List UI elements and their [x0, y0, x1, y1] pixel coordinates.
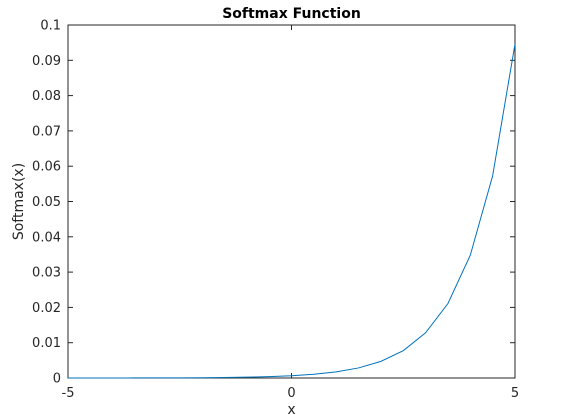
y-tick-label: 0.04	[32, 230, 61, 245]
series-line-0	[67, 43, 516, 379]
y-tick-label: 0.09	[32, 54, 61, 69]
x-axis-label: x	[287, 402, 295, 415]
y-tick-label: 0.03	[32, 266, 61, 281]
series-layer	[67, 43, 516, 379]
chart-title: Softmax Function	[222, 6, 361, 22]
y-tick-label: 0.06	[32, 160, 61, 175]
y-axis-label: Softmax(x)	[11, 163, 27, 240]
y-tick-label: 0.01	[32, 336, 61, 351]
x-tick-label: 0	[287, 386, 295, 401]
y-tick-label: 0.05	[32, 195, 61, 210]
y-tick-label: 0	[53, 372, 61, 387]
y-tick-label: 0.08	[32, 89, 61, 104]
y-tick-label: 0.1	[40, 19, 61, 34]
tick-labels: 0 0.01 0.02 0.03 0.04 0.05 0.06 0.07 0.08 0.09 0.1…	[32, 19, 519, 402]
x-tick-label: 5	[511, 386, 519, 401]
x-tick-label: -5	[62, 386, 75, 401]
plot-area	[67, 24, 516, 379]
y-tick-label: 0.02	[32, 301, 61, 316]
y-tick-label: 0.07	[32, 124, 61, 139]
